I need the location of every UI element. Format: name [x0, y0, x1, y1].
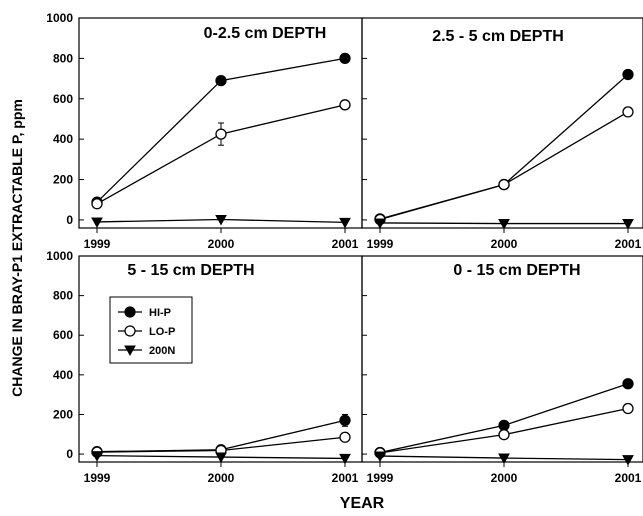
- panel-title: 0-2.5 cm DEPTH: [204, 25, 327, 42]
- y-tick-label: 600: [53, 92, 73, 106]
- series-line-hi-p: [379, 74, 629, 220]
- y-tick-label: 400: [53, 132, 73, 146]
- panel-4: 1999 2000 2001 0 - 15 cm DEPTH: [361, 255, 643, 485]
- data-point-hi-p: [498, 419, 510, 432]
- data-point-lo-p: [91, 198, 103, 210]
- y-tick-label: 400: [53, 368, 73, 382]
- legend: HI-P LO-P 200N: [109, 296, 193, 364]
- panel-1: 0 200 400 600 800 1000 1999 2000 2001 0-2.5 cm DE…: [46, 11, 363, 251]
- data-point-hi-p: [215, 74, 227, 87]
- data-point-lo-p: [622, 106, 634, 118]
- y-tick-label: 800: [53, 289, 73, 303]
- x-tick-label: 2000: [491, 471, 518, 485]
- legend-box: [109, 296, 193, 364]
- data-point-lo-p: [498, 429, 510, 441]
- panel-frame: [361, 255, 643, 463]
- legend-marker-lo-p: [124, 325, 136, 337]
- x-tick-label: 2000: [208, 471, 235, 485]
- legend-label: 200N: [149, 345, 175, 357]
- panel-frame: [361, 17, 643, 229]
- data-point-lo-p: [339, 99, 351, 111]
- data-point-200n: [622, 455, 634, 466]
- data-point-200n: [374, 218, 386, 229]
- y-axis-title: CHANGE IN BRAY-P1 EXTRACTABLE P, ppm: [9, 99, 25, 397]
- data-point-lo-p: [622, 402, 634, 415]
- x-tick-label: 1999: [84, 471, 111, 485]
- y-tick-label: 800: [53, 51, 73, 65]
- data-point-lo-p: [215, 128, 227, 140]
- y-tick-label: 0: [66, 213, 73, 227]
- x-tick-label: 2001: [615, 471, 642, 485]
- y-tick-label: 1000: [46, 249, 73, 263]
- legend-marker-200n: [124, 345, 136, 357]
- data-point-200n: [215, 452, 227, 464]
- panel-3: 0 200 400 600 800 1000 1999 2000 2001 5 - 15 cm D…: [46, 249, 363, 485]
- y-tick-label: 200: [53, 407, 73, 421]
- data-point-hi-p: [622, 68, 634, 81]
- data-point-lo-p: [498, 178, 510, 191]
- x-axis-title: YEAR: [340, 495, 385, 512]
- legend-label: LO-P: [149, 326, 175, 338]
- data-point-200n: [498, 453, 510, 465]
- data-point-200n: [91, 217, 103, 228]
- legend-label: HI-P: [149, 307, 171, 319]
- x-tick-label: 1999: [84, 237, 111, 251]
- x-tick-label: 2001: [615, 237, 642, 251]
- data-point-200n: [374, 451, 386, 463]
- legend-marker-hi-p: [124, 306, 136, 318]
- series-line-lo-p: [379, 111, 629, 221]
- y-tick-label: 600: [53, 328, 73, 342]
- data-point-200n: [498, 219, 510, 230]
- y-tick-label: 0: [66, 447, 73, 461]
- y-tick-label: 200: [53, 173, 73, 187]
- panel-title: 2.5 - 5 cm DEPTH: [432, 28, 564, 45]
- series-line-lo-p: [96, 104, 346, 205]
- x-tick-label: 1999: [367, 237, 394, 251]
- data-point-200n: [339, 217, 351, 229]
- data-point-200n: [215, 215, 227, 226]
- series-line-hi-p: [379, 383, 629, 454]
- data-point-200n: [622, 219, 634, 230]
- panel-title: 5 - 15 cm DEPTH: [127, 262, 254, 279]
- x-tick-label: 2001: [332, 237, 359, 251]
- data-point-200n: [91, 451, 103, 462]
- y-tick-label: 1000: [46, 11, 73, 25]
- x-tick-label: 1999: [367, 471, 394, 485]
- panel-2: 1999 2000 2001 2.5 - 5 cm DEPTH: [361, 17, 643, 251]
- data-point-lo-p: [339, 431, 351, 443]
- data-point-hi-p: [622, 378, 634, 390]
- data-point-hi-p: [339, 52, 351, 65]
- x-tick-label: 2001: [332, 471, 359, 485]
- data-point-200n: [339, 453, 351, 465]
- x-tick-label: 2000: [491, 237, 518, 251]
- x-tick-label: 2000: [208, 237, 235, 251]
- panel-title: 0 - 15 cm DEPTH: [453, 262, 580, 279]
- data-point-hi-p: [339, 414, 351, 427]
